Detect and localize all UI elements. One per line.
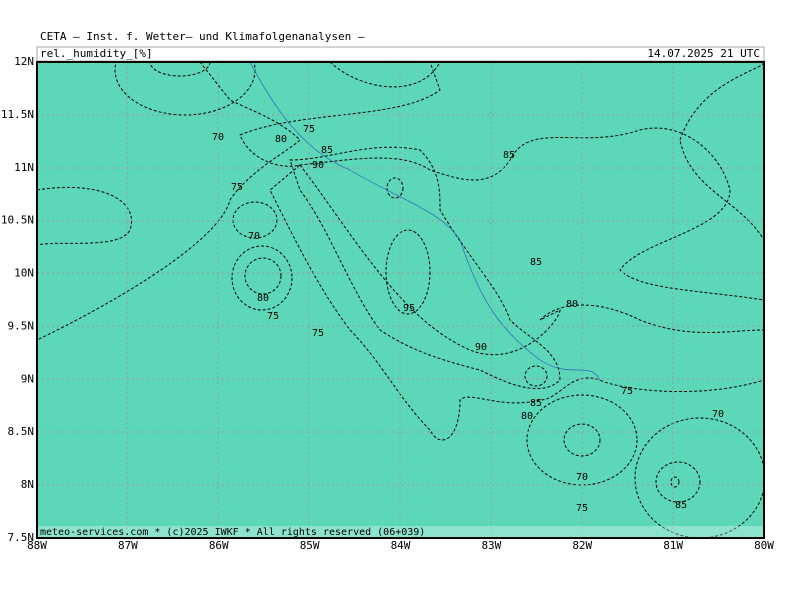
- light-blue-area: [239, 62, 764, 441]
- lon-label: 80W: [754, 539, 774, 552]
- lon-label: 82W: [572, 539, 592, 552]
- contour-label: 85: [321, 145, 333, 156]
- valid-time: 14.07.2025 21 UTC: [647, 47, 760, 60]
- lon-label: 83W: [481, 539, 501, 552]
- lat-label: 11N: [14, 161, 34, 174]
- contour-label: 75: [231, 182, 243, 193]
- contour-labels: 70 80 75 85 90 85 75 70 80 75 75 95 85 80 90 85 80 75 70 70…: [212, 124, 724, 514]
- grid: [37, 62, 764, 538]
- lat-label: 10N: [14, 267, 34, 280]
- lat-label: 9.5N: [8, 319, 35, 332]
- contour-label: 70: [576, 472, 588, 483]
- lat-label: 12N: [14, 55, 34, 68]
- footer-band: [37, 526, 764, 538]
- contour-label: 75: [621, 386, 633, 397]
- lon-label: 85W: [300, 539, 320, 552]
- lat-label: 10.5N: [1, 214, 34, 227]
- teal-area: [329, 62, 441, 88]
- lat-label: 11.5N: [1, 108, 34, 121]
- lat-label: 8N: [21, 478, 34, 491]
- frame: [36, 61, 765, 539]
- lat-label: 9N: [21, 372, 34, 385]
- green-blob-southeast: [634, 417, 764, 538]
- contour-label: 95: [403, 303, 415, 314]
- contour-label: 75: [303, 124, 315, 135]
- field: 70 80 75 85 90 85 75 70 80 75 75 95 85 80 90 85 80 75 70 70…: [37, 62, 764, 538]
- contour-label: 70: [248, 231, 260, 242]
- lon-label: 87W: [118, 539, 138, 552]
- contour-label: 80: [521, 411, 533, 422]
- contour-label: 75: [576, 503, 588, 514]
- contour-label: 75: [267, 311, 279, 322]
- coastline: [249, 62, 601, 381]
- blue-circle: [244, 257, 282, 295]
- contour-label: 75: [312, 328, 324, 339]
- contour-label: 85: [675, 500, 687, 511]
- contour-label: 80: [566, 299, 578, 310]
- green-core-east: [655, 461, 701, 503]
- contour-label: 85: [530, 398, 542, 409]
- contour-label: 70: [712, 409, 724, 420]
- purple-blue-area: [289, 146, 561, 390]
- contour-label: 90: [475, 342, 487, 353]
- purple-area: [385, 229, 431, 315]
- green-blob-south: [526, 394, 638, 486]
- variable-label: rel._humidity_[%]: [40, 47, 153, 60]
- lon-label: 86W: [209, 539, 229, 552]
- green-blob-north: [114, 62, 256, 116]
- title: CETA — Inst. f. Wetter— und Klimafolgena…: [40, 30, 365, 43]
- lon-label: 84W: [391, 539, 411, 552]
- green-core: [563, 423, 601, 457]
- contour-ring: [231, 245, 293, 311]
- blue-area-east: [679, 62, 764, 241]
- yellow-blob: [149, 62, 211, 77]
- lon-label: 81W: [663, 539, 683, 552]
- purple-spot: [386, 177, 404, 199]
- contour-label: 80: [275, 134, 287, 145]
- contour-label: 90: [312, 160, 324, 171]
- footer: meteo-services.com * (c)2025 IWKF * All …: [40, 527, 425, 538]
- lat-label: 7.5N: [8, 531, 35, 544]
- yellow-spot: [670, 476, 680, 488]
- blue-spot: [524, 365, 548, 387]
- green-blob: [232, 201, 278, 239]
- lon-label: 88W: [27, 539, 47, 552]
- contour-label: 80: [257, 293, 269, 304]
- contour-label: 85: [530, 257, 542, 268]
- lat-label: 8.5N: [8, 425, 35, 438]
- blue-area: [37, 186, 132, 246]
- contour-label: 70: [212, 132, 224, 143]
- green-area: [37, 62, 301, 341]
- contour-label: 85: [503, 150, 515, 161]
